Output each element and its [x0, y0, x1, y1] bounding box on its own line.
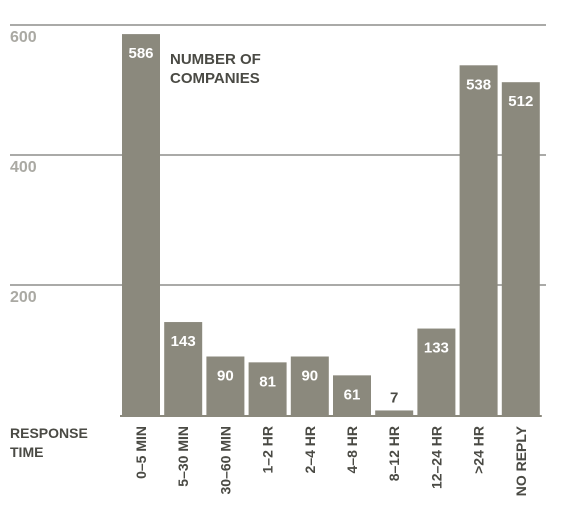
category-label: 30–60 MIN: [217, 426, 233, 494]
value-label: 512: [508, 93, 533, 110]
value-label: 90: [217, 368, 234, 385]
value-label: 81: [259, 373, 276, 390]
gridlines: [10, 24, 546, 286]
category-label: >24 HR: [471, 426, 487, 474]
bar: [290, 356, 329, 415]
annotation-line-2: COMPANIES: [170, 70, 260, 87]
bar: [375, 410, 414, 415]
labels: 200 400 600 586 0–5 MIN 143 5–30 MIN 90 30–60 MI…: [10, 29, 533, 496]
annotation-line-1: NUMBER OF: [170, 51, 261, 68]
bar: [248, 362, 287, 415]
value-label: 61: [344, 386, 361, 403]
bar: [501, 82, 540, 415]
value-label: 538: [466, 76, 491, 93]
bar: [417, 328, 456, 415]
x-axis-label-line-1: RESPONSE: [10, 425, 88, 441]
category-label: 8–12 HR: [386, 426, 402, 481]
y-tick-label: 400: [10, 159, 37, 176]
value-label: 586: [128, 45, 153, 62]
y-tick-label: 600: [10, 29, 37, 46]
value-label: 143: [171, 333, 196, 350]
bar: [333, 375, 371, 415]
bar: [122, 34, 160, 415]
bar: [206, 356, 245, 415]
bars: [120, 34, 542, 417]
category-label: 5–30 MIN: [175, 426, 191, 487]
category-label: 4–8 HR: [344, 426, 360, 473]
category-label: 12–24 HR: [428, 426, 444, 489]
category-label: 0–5 MIN: [133, 426, 149, 479]
category-label: 2–4 HR: [302, 426, 318, 473]
category-label: 1–2 HR: [260, 426, 276, 473]
bar: [459, 65, 498, 416]
value-label: 7: [390, 389, 398, 406]
x-axis-label-line-2: TIME: [10, 444, 43, 460]
bar: [164, 322, 203, 415]
y-tick-label: 200: [10, 289, 37, 306]
value-label: 90: [301, 368, 318, 385]
category-label: NO REPLY: [513, 425, 529, 496]
value-label: 133: [424, 340, 449, 357]
